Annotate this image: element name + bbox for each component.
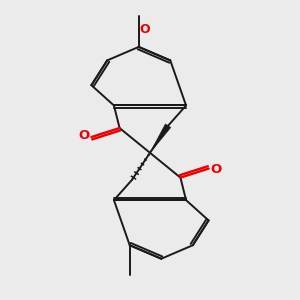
Text: O: O (140, 23, 150, 37)
Text: O: O (79, 129, 90, 142)
Text: O: O (210, 163, 221, 176)
Polygon shape (150, 124, 171, 153)
